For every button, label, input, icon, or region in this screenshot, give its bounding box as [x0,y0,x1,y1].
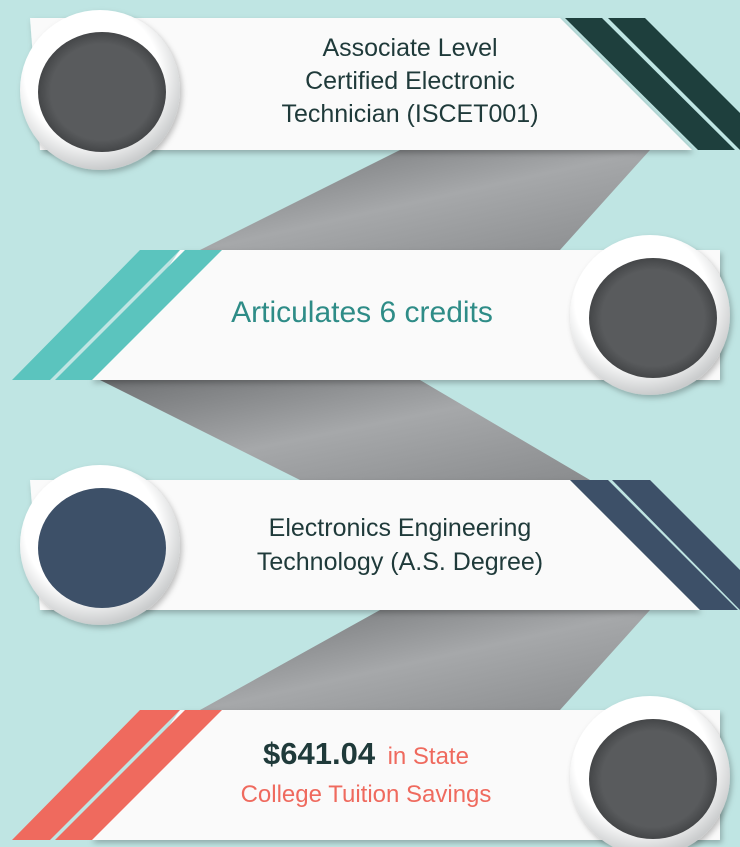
amount: $641.04 [263,736,376,771]
stripe [12,250,180,380]
amount-suffix: in State [388,743,469,770]
step-text: Certified Electronic [305,67,515,95]
dot [589,719,717,839]
stripe [612,480,740,610]
ribbon [30,480,700,610]
fold [100,380,590,480]
dot [38,32,166,152]
dot [38,488,166,608]
fold [200,610,650,710]
dot [589,258,717,378]
stripe [55,710,222,840]
step-text: College Tuition Savings [241,781,492,808]
stripe [608,18,740,150]
stripe [565,18,735,150]
ribbon [90,710,720,840]
step-text: Associate Level [322,34,497,62]
step-text: Electronics Engineering [269,514,532,542]
step-text: $641.04 in State [263,736,469,771]
step-text: Technology (A.S. Degree) [257,548,543,576]
step-text: Technician (ISCET001) [281,100,538,128]
step-text: Articulates 6 credits [231,296,493,329]
stripe [12,710,180,840]
ribbon [90,250,720,380]
ribbon [30,18,692,150]
fold [200,150,650,250]
stripe [570,480,738,610]
stripe [55,250,222,380]
